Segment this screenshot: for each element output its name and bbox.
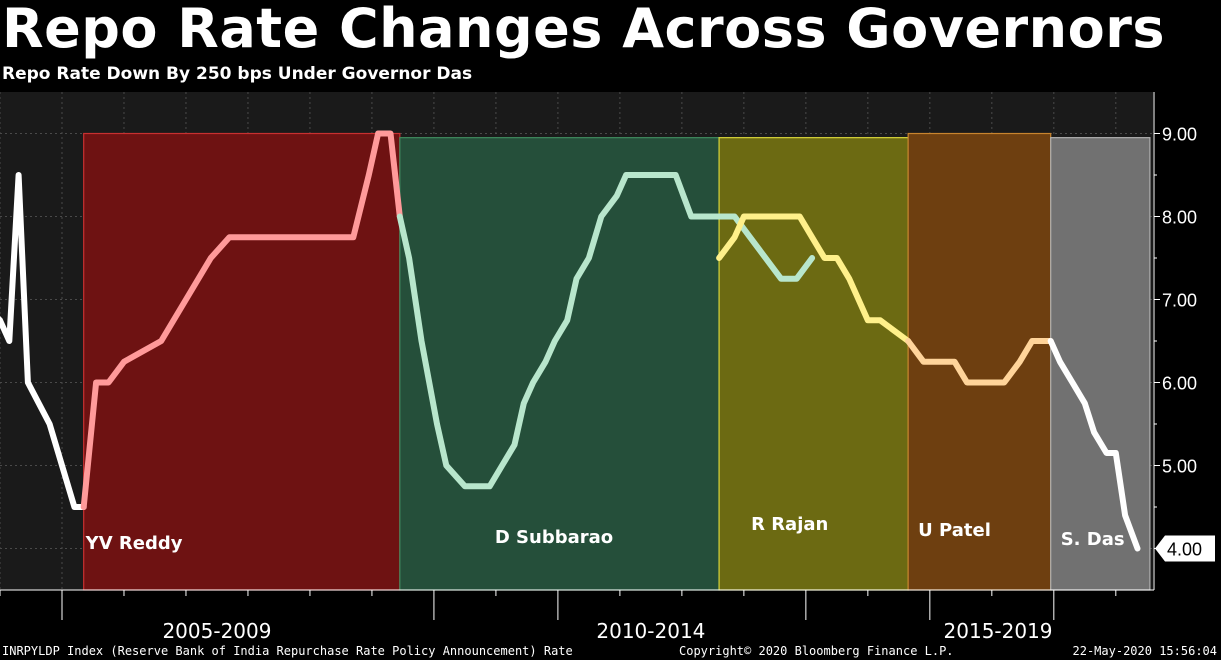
footer-source: INRPYLDP Index (Reserve Bank of India Re… bbox=[2, 644, 573, 658]
series-line bbox=[396, 172, 723, 490]
footer-timestamp: 22-May-2020 15:56:04 bbox=[1072, 644, 1218, 658]
series-line bbox=[0, 172, 87, 510]
governor-label: U Patel bbox=[918, 520, 991, 541]
governor-label: S. Das bbox=[1061, 529, 1125, 550]
governor-label: R Rajan bbox=[751, 514, 828, 535]
last-value-marker bbox=[1155, 535, 1215, 562]
y-tick-label: 6.00 bbox=[1162, 374, 1197, 394]
page-subtitle: Repo Rate Down By 250 bps Under Governor… bbox=[2, 64, 473, 84]
series-line bbox=[716, 213, 816, 282]
series-line bbox=[80, 130, 403, 510]
governor-region bbox=[399, 137, 720, 591]
x-tick-label: 2005-2009 bbox=[162, 619, 271, 643]
series-line bbox=[716, 213, 912, 344]
governor-region bbox=[83, 132, 401, 591]
y-tick-label: 9.00 bbox=[1162, 125, 1197, 145]
page-title: Repo Rate Changes Across Governors bbox=[2, 0, 1165, 60]
series-line bbox=[905, 338, 1054, 386]
y-tick-label: 7.00 bbox=[1162, 291, 1197, 311]
governor-region bbox=[1050, 137, 1151, 591]
series-line bbox=[1047, 338, 1141, 552]
governor-label: D Subbarao bbox=[495, 527, 613, 548]
footer-copyright: Copyright© 2020 Bloomberg Finance L.P. bbox=[679, 644, 954, 658]
governor-label: YV Reddy bbox=[85, 533, 183, 554]
x-tick-label: 2010-2014 bbox=[596, 619, 705, 643]
y-tick-label: 5.00 bbox=[1162, 457, 1197, 477]
last-value-label: 4.00 bbox=[1167, 540, 1202, 560]
x-tick-label: 2015-2019 bbox=[944, 619, 1053, 643]
y-tick-label: 8.00 bbox=[1162, 208, 1197, 228]
